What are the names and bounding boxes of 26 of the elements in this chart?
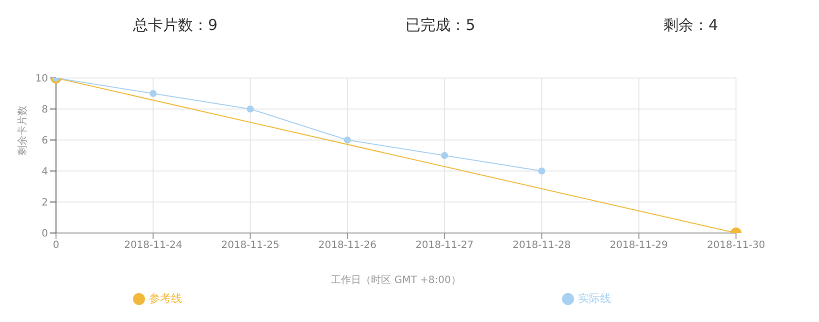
y-tick-label: 0: [42, 228, 48, 240]
x-tick-label: 2018-11-29: [610, 240, 668, 252]
y-tick-label: 10: [35, 74, 48, 85]
x-tick-label: 2018-11-28: [512, 240, 571, 252]
x-tick-label: 2018-11-26: [318, 240, 376, 252]
text: 剩余：4: [663, 16, 718, 36]
y-tick-label: 6: [42, 136, 48, 147]
text: 总卡片数：9: [133, 16, 218, 36]
text: 已完成：5: [406, 16, 476, 36]
point: [344, 136, 351, 144]
point: [538, 168, 546, 174]
x-tick-label: 2018-11-24: [124, 240, 182, 252]
x-tick-label: 0: [52, 240, 60, 252]
y-tick-label: 8: [42, 104, 48, 116]
x-tick-label: 2018-11-30: [706, 240, 766, 252]
legend-label: 参考线: [149, 292, 182, 305]
y-axis-title: 剩余卡片数: [16, 106, 29, 156]
legend-label: 实际线: [578, 292, 611, 305]
y-tick-label: 2: [42, 198, 48, 209]
x-tick-label: 2018-11-25: [221, 240, 280, 252]
point: [150, 90, 157, 97]
point: [441, 152, 448, 159]
y-tick-label: 4: [42, 166, 48, 178]
x-axis-title: 工作日（时区 GMT +8:00）: [331, 274, 461, 286]
point: [246, 106, 254, 112]
x-tick-label: 2018-11-27: [416, 240, 474, 252]
